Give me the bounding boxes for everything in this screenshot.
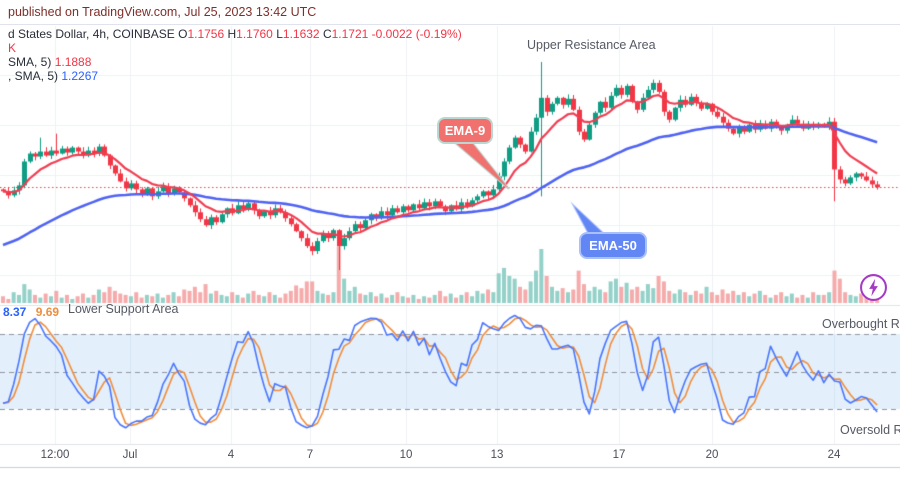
symbol-title: d States Dollar, 4h, COINBASE bbox=[8, 27, 175, 41]
ema50-callout-label: EMA-50 bbox=[589, 238, 637, 253]
stoch-k-value: 8.37 bbox=[3, 305, 27, 319]
published-text: published on TradingView.com, Jul 25, 20… bbox=[8, 5, 317, 19]
sma-slow-label: , SMA, 5) bbox=[8, 69, 59, 83]
x-axis-label: Jul bbox=[122, 449, 138, 461]
x-axis-label: 17 bbox=[612, 449, 626, 461]
low-key: L bbox=[276, 27, 283, 41]
symbol-legend: d States Dollar, 4h, COINBASE O1.1756 H1… bbox=[8, 27, 462, 84]
low-value: 1.1632 bbox=[282, 27, 320, 41]
stoch-values: 8.37 9.69 bbox=[3, 305, 59, 319]
close-key: C bbox=[322, 27, 332, 41]
ema50-callout[interactable]: EMA-50 bbox=[579, 232, 647, 259]
upper-resistance-label: Upper Resistance Area bbox=[527, 38, 656, 52]
lower-support-label: Lower Support Area bbox=[68, 302, 179, 316]
time-axis[interactable]: 12:00 Jul 4 7 10 13 17 20 24 bbox=[0, 446, 900, 467]
published-bar: published on TradingView.com, Jul 25, 20… bbox=[0, 0, 900, 25]
x-axis-label: 13 bbox=[490, 449, 504, 461]
indicator-row-sma-slow: , SMA, 5) 1.2267 bbox=[8, 69, 462, 84]
x-axis-label: 24 bbox=[827, 449, 841, 461]
sma-slow-value: 1.2267 bbox=[61, 69, 99, 83]
sma-fast-label: SMA, 5) bbox=[8, 55, 52, 69]
ema9-callout-label: EMA-9 bbox=[444, 123, 486, 138]
open-key: O bbox=[178, 27, 188, 41]
indicator-row-sma-fast: SMA, 5) 1.1888 bbox=[8, 55, 462, 70]
sma-fast-value: 1.1888 bbox=[54, 55, 92, 69]
oversold-label: Oversold Re bbox=[840, 423, 900, 437]
x-axis-label: 20 bbox=[705, 449, 719, 461]
symbol-ohlc-row: d States Dollar, 4h, COINBASE O1.1756 H1… bbox=[8, 27, 462, 42]
flash-icon[interactable] bbox=[859, 273, 888, 302]
stoch-d-value: 9.69 bbox=[35, 305, 60, 319]
x-axis-label: 4 bbox=[227, 449, 235, 461]
close-value: 1.1721 bbox=[331, 27, 369, 41]
change-value: -0.0022 (-0.19%) bbox=[371, 27, 462, 41]
x-axis-label: 7 bbox=[306, 449, 314, 461]
high-key: H bbox=[227, 27, 237, 41]
high-value: 1.1760 bbox=[236, 27, 273, 41]
indicator-row-k: K bbox=[8, 41, 17, 55]
x-axis-label: 12:00 bbox=[40, 449, 70, 461]
x-axis-label: 10 bbox=[399, 449, 413, 461]
ema9-callout[interactable]: EMA-9 bbox=[437, 117, 493, 144]
open-value: 1.1756 bbox=[187, 27, 225, 41]
overbought-label: Overbought Re bbox=[822, 317, 900, 331]
